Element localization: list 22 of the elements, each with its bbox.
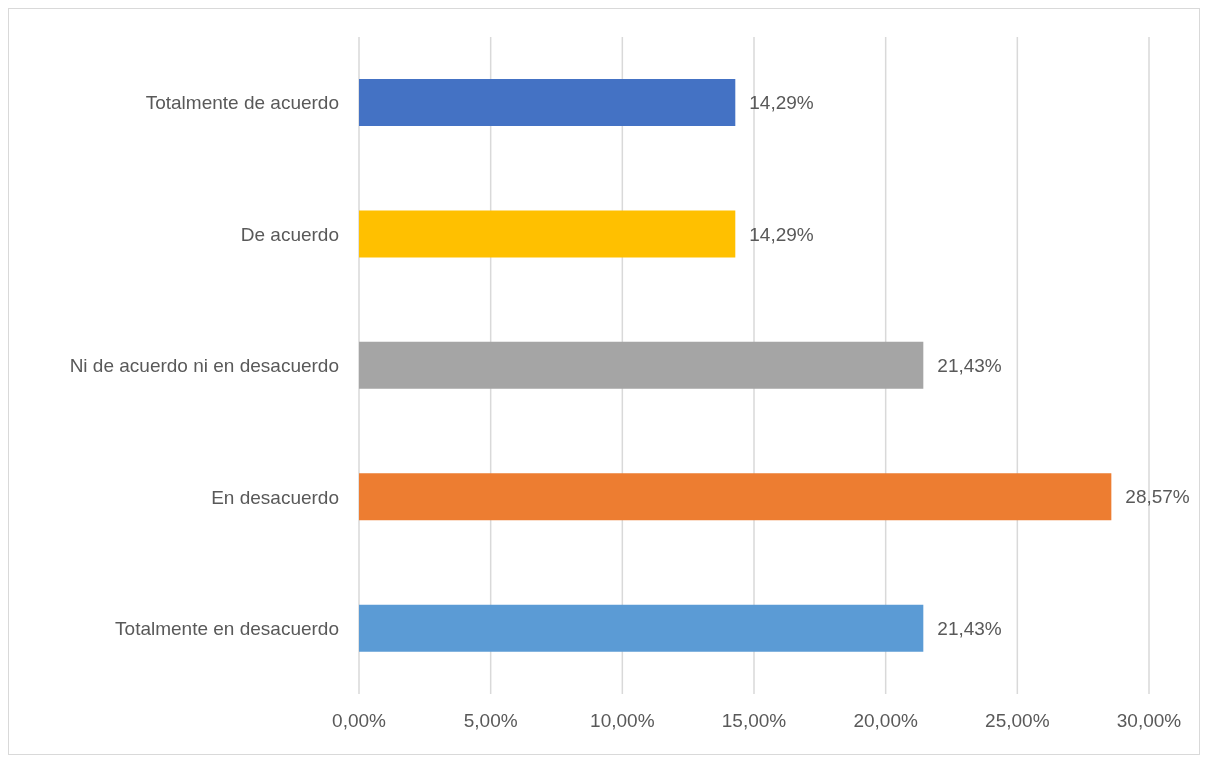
x-tick-label: 0,00% bbox=[332, 710, 387, 732]
bar bbox=[359, 473, 1112, 521]
x-tick-label: 20,00% bbox=[853, 710, 918, 732]
x-tick-label: 10,00% bbox=[590, 710, 655, 732]
data-label: 21,43% bbox=[937, 617, 1002, 639]
y-tick-label: Totalmente de acuerdo bbox=[145, 92, 339, 114]
x-tick-label: 5,00% bbox=[463, 710, 518, 732]
x-tick-label: 25,00% bbox=[985, 710, 1050, 732]
data-label: 14,29% bbox=[749, 223, 814, 245]
data-label: 21,43% bbox=[937, 355, 1002, 377]
y-tick-label: En desacuerdo bbox=[211, 486, 339, 508]
x-tick-label: 15,00% bbox=[721, 710, 787, 732]
bar bbox=[359, 79, 736, 127]
y-tick-label: De acuerdo bbox=[240, 223, 339, 245]
x-tick-label: 30,00% bbox=[1116, 710, 1182, 732]
data-label: 28,57% bbox=[1125, 486, 1190, 508]
data-label: 14,29% bbox=[749, 92, 814, 114]
bar bbox=[359, 210, 736, 258]
y-tick-label: Totalmente en desacuerdo bbox=[115, 618, 339, 640]
bar bbox=[359, 604, 924, 652]
bar bbox=[359, 341, 924, 389]
y-tick-label: Ni de acuerdo ni en desacuerdo bbox=[69, 355, 339, 377]
